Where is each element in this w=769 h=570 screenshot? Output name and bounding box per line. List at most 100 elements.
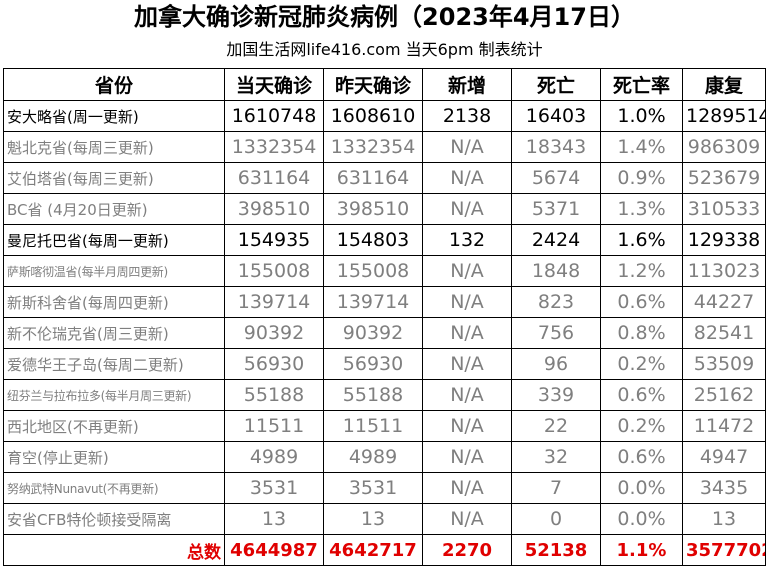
today-cell: 398510 (224, 193, 324, 225)
recovered-cell: 44227 (682, 286, 766, 318)
deaths-cell: 0 (511, 503, 601, 535)
today-cell: 631164 (224, 162, 324, 194)
recovered-cell: 13 (682, 503, 766, 535)
province-cell: 艾伯塔省(每周三更新) (3, 162, 225, 194)
table-row: 西北地区(不再更新) 11511 11511 N/A 22 0.2% 11472 (3, 410, 766, 442)
table-row: 萨斯喀彻温省(每半月周四更新) 155008 155008 N/A 1848 1.2% 11… (3, 255, 766, 287)
province-cell: BC省 (4月20日更新) (3, 193, 225, 225)
today-cell: 154935 (224, 224, 324, 256)
province-cell: 萨斯喀彻温省(每半月周四更新) (3, 255, 225, 287)
recovered-cell: 25162 (682, 379, 766, 411)
header-yesterday: 昨天确诊 (323, 68, 423, 101)
deaths-cell: 823 (511, 286, 601, 318)
yesterday-cell: 1608610 (323, 100, 423, 132)
recovered-cell: 11472 (682, 410, 766, 442)
new-cell: N/A (422, 441, 512, 473)
yesterday-cell: 139714 (323, 286, 423, 318)
table-row: BC省 (4月20日更新) 398510 398510 N/A 5371 1.3% 3105… (3, 193, 766, 225)
province-cell: 爱德华王子岛(每周二更新) (3, 348, 225, 380)
table-row: 魁北克省(每周三更新) 1332354 1332354 N/A 18343 1.4% 986… (3, 131, 766, 163)
table-row: 安省CFB特伦顿接受隔离 13 13 N/A 0 0.0% 13 (3, 503, 766, 535)
yesterday-cell: 155008 (323, 255, 423, 287)
new-cell: 132 (422, 224, 512, 256)
total-yesterday: 4642717 (323, 534, 423, 566)
death-rate-cell: 0.6% (600, 286, 683, 318)
province-cell: 安大略省(周一更新) (3, 100, 225, 132)
recovered-cell: 986309 (682, 131, 766, 163)
total-recovered: 3577702 (682, 534, 766, 566)
death-rate-cell: 0.6% (600, 379, 683, 411)
table-row: 努纳武特Nunavut(不再更新) 3531 3531 N/A 7 0.0% 3435 (3, 472, 766, 504)
covid-cases-table: 省份 当天确诊 昨天确诊 新增 死亡 死亡率 康复 安大略省(周一更新) 1610… (3, 68, 766, 566)
new-cell: N/A (422, 472, 512, 504)
death-rate-cell: 0.0% (600, 503, 683, 535)
province-cell: 安省CFB特伦顿接受隔离 (3, 503, 225, 535)
new-cell: N/A (422, 193, 512, 225)
deaths-cell: 7 (511, 472, 601, 504)
header-recovered: 康复 (682, 68, 766, 101)
today-cell: 90392 (224, 317, 324, 349)
total-deaths: 52138 (511, 534, 601, 566)
new-cell: N/A (422, 379, 512, 411)
deaths-cell: 339 (511, 379, 601, 411)
page-title: 加拿大确诊新冠肺炎病例（2023年4月17日） (134, 3, 635, 31)
death-rate-cell: 0.2% (600, 348, 683, 380)
new-cell: N/A (422, 317, 512, 349)
province-cell: 新不伦瑞克省(周三更新) (3, 317, 225, 349)
today-cell: 55188 (224, 379, 324, 411)
death-rate-cell: 0.2% (600, 410, 683, 442)
table-row: 纽芬兰与拉布拉多(每半月周三更新) 55188 55188 N/A 339 0.6% 251… (3, 379, 766, 411)
header-province: 省份 (3, 68, 225, 101)
yesterday-cell: 398510 (323, 193, 423, 225)
deaths-cell: 5674 (511, 162, 601, 194)
deaths-cell: 5371 (511, 193, 601, 225)
header-today: 当天确诊 (224, 68, 324, 101)
recovered-cell: 523679 (682, 162, 766, 194)
today-cell: 56930 (224, 348, 324, 380)
yesterday-cell: 1332354 (323, 131, 423, 163)
table-header-row: 省份 当天确诊 昨天确诊 新增 死亡 死亡率 康复 (3, 68, 766, 101)
today-cell: 13 (224, 503, 324, 535)
yesterday-cell: 4989 (323, 441, 423, 473)
recovered-cell: 1289514 (682, 100, 766, 132)
new-cell: 2138 (422, 100, 512, 132)
deaths-cell: 756 (511, 317, 601, 349)
deaths-cell: 1848 (511, 255, 601, 287)
today-cell: 139714 (224, 286, 324, 318)
table-row: 爱德华王子岛(每周二更新) 56930 56930 N/A 96 0.2% 53509 (3, 348, 766, 380)
page-subtitle: 加国生活网life416.com 当天6pm 制表统计 (226, 40, 543, 59)
death-rate-cell: 0.6% (600, 441, 683, 473)
death-rate-cell: 1.2% (600, 255, 683, 287)
province-cell: 纽芬兰与拉布拉多(每半月周三更新) (3, 379, 225, 411)
death-rate-cell: 1.0% (600, 100, 683, 132)
yesterday-cell: 90392 (323, 317, 423, 349)
yesterday-cell: 154803 (323, 224, 423, 256)
table-row: 育空(停止更新) 4989 4989 N/A 32 0.6% 4947 (3, 441, 766, 473)
province-cell: 魁北克省(每周三更新) (3, 131, 225, 163)
table-row: 曼尼托巴省(每周一更新) 154935 154803 132 2424 1.6% 12933… (3, 224, 766, 256)
recovered-cell: 53509 (682, 348, 766, 380)
table-row: 新斯科舍省(每周四更新) 139714 139714 N/A 823 0.6% 44227 (3, 286, 766, 318)
header-new: 新增 (422, 68, 512, 101)
yesterday-cell: 3531 (323, 472, 423, 504)
new-cell: N/A (422, 410, 512, 442)
today-cell: 3531 (224, 472, 324, 504)
province-cell: 新斯科舍省(每周四更新) (3, 286, 225, 318)
province-cell: 努纳武特Nunavut(不再更新) (3, 472, 225, 504)
total-death-rate: 1.1% (600, 534, 683, 566)
table-body: 安大略省(周一更新) 1610748 1608610 2138 16403 1.0% 128… (3, 100, 766, 535)
deaths-cell: 32 (511, 441, 601, 473)
recovered-cell: 82541 (682, 317, 766, 349)
yesterday-cell: 11511 (323, 410, 423, 442)
death-rate-cell: 1.4% (600, 131, 683, 163)
total-today: 4644987 (224, 534, 324, 566)
yesterday-cell: 631164 (323, 162, 423, 194)
death-rate-cell: 1.6% (600, 224, 683, 256)
total-new: 2270 (422, 534, 512, 566)
province-cell: 曼尼托巴省(每周一更新) (3, 224, 225, 256)
death-rate-cell: 1.3% (600, 193, 683, 225)
today-cell: 1610748 (224, 100, 324, 132)
yesterday-cell: 13 (323, 503, 423, 535)
yesterday-cell: 55188 (323, 379, 423, 411)
header-deaths: 死亡 (511, 68, 601, 101)
